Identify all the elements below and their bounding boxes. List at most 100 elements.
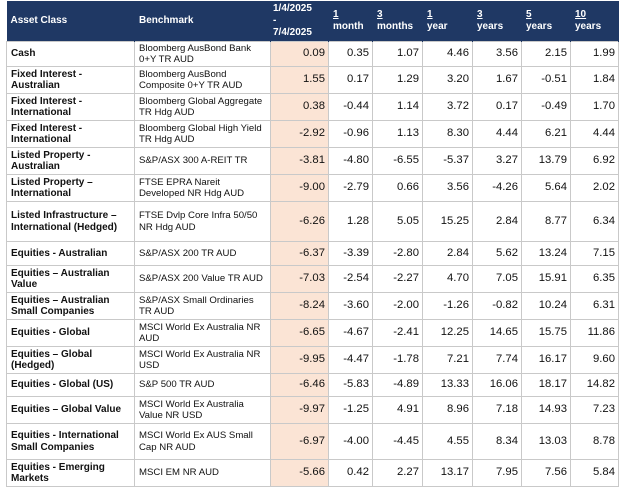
y10-return-cell: 5.84 xyxy=(570,459,619,487)
asset-class-cell: Fixed Interest - International xyxy=(6,93,135,121)
asset-class-cell: Equities - Global (US) xyxy=(6,373,135,397)
period-return-cell: 0.38 xyxy=(270,93,329,121)
benchmark-cell: MSCI EM NR AUD xyxy=(134,459,271,487)
asset-class-cell: Equities - Australian xyxy=(6,241,135,266)
y10-return-cell: 1.84 xyxy=(570,66,619,94)
period-return-cell: -9.00 xyxy=(270,174,329,202)
y5-return-cell: 6.21 xyxy=(521,120,571,148)
header-period-end: 7/4/2025 xyxy=(273,27,312,38)
y3-return-cell: 3.27 xyxy=(472,147,522,175)
table-row: Equities - Global (US) S&P 500 TR AUD -6.4… xyxy=(6,373,619,397)
y10-return-cell: 7.15 xyxy=(570,241,619,266)
header-asset-class: Asset Class xyxy=(6,1,135,42)
y3-return-cell: 8.34 xyxy=(472,423,522,460)
y1-return-cell: 15.25 xyxy=(422,201,473,242)
y5-return-cell: -0.51 xyxy=(521,66,571,94)
y10-return-cell: 11.86 xyxy=(570,319,619,347)
y5-return-cell: 10.24 xyxy=(521,292,571,320)
asset-class-cell: Equities - International Small Companies xyxy=(6,423,135,460)
benchmark-cell: MSCI World Ex AUS Small Cap NR AUD xyxy=(134,423,271,460)
y1-return-cell: -5.37 xyxy=(422,147,473,175)
benchmark-cell: FTSE Dvlp Core Infra 50/50 NR Hdg AUD xyxy=(134,201,271,242)
period-return-cell: -3.81 xyxy=(270,147,329,175)
y1-return-cell: 3.72 xyxy=(422,93,473,121)
header-1-year: 1 year xyxy=(422,1,473,42)
y1-return-cell: 13.33 xyxy=(422,373,473,397)
y5-return-cell: 15.75 xyxy=(521,319,571,347)
period-return-cell: -9.97 xyxy=(270,396,329,424)
m3-return-cell: 5.05 xyxy=(372,201,423,242)
y3-return-cell: 5.62 xyxy=(472,241,522,266)
m1-return-cell: -3.39 xyxy=(328,241,373,266)
y1-return-cell: 4.46 xyxy=(422,41,473,67)
y3-return-cell: 3.56 xyxy=(472,41,522,67)
y10-return-cell: 6.34 xyxy=(570,201,619,242)
returns-table: Asset Class Benchmark 1/4/2025 - 7/4/202… xyxy=(6,1,619,487)
asset-class-cell: Equities - Emerging Markets xyxy=(6,459,135,487)
y1-return-cell: 3.56 xyxy=(422,174,473,202)
header-benchmark: Benchmark xyxy=(134,1,271,42)
y1-return-cell: 2.84 xyxy=(422,241,473,266)
asset-class-cell: Equities – Australian Small Companies xyxy=(6,292,135,320)
y3-return-cell: -4.26 xyxy=(472,174,522,202)
y10-return-cell: 8.78 xyxy=(570,423,619,460)
m3-return-cell: -4.45 xyxy=(372,423,423,460)
asset-class-cell: Listed Infrastructure – International (H… xyxy=(6,201,135,242)
period-return-cell: -5.66 xyxy=(270,459,329,487)
period-return-cell: -6.37 xyxy=(270,241,329,266)
m3-return-cell: -2.41 xyxy=(372,319,423,347)
benchmark-cell: S&P/ASX 200 TR AUD xyxy=(134,241,271,266)
header-row: Asset Class Benchmark 1/4/2025 - 7/4/202… xyxy=(6,1,619,42)
asset-class-cell: Equities – Global Value xyxy=(6,396,135,424)
asset-class-cell: Equities – Global (Hedged) xyxy=(6,346,135,374)
table-row: Fixed Interest - Australian Bloomberg Aus… xyxy=(6,66,619,94)
asset-class-cell: Fixed Interest - International xyxy=(6,120,135,148)
header-period-dash: - xyxy=(273,15,277,26)
table-row: Equities - International Small Companies… xyxy=(6,423,619,460)
y10-return-cell: 7.23 xyxy=(570,396,619,424)
y10-return-cell: 14.82 xyxy=(570,373,619,397)
benchmark-cell: S&P 500 TR AUD xyxy=(134,373,271,397)
y5-return-cell: -0.49 xyxy=(521,93,571,121)
asset-class-cell: Listed Property – International xyxy=(6,174,135,202)
y3-return-cell: 1.67 xyxy=(472,66,522,94)
asset-class-cell: Equities – Australian Value xyxy=(6,265,135,293)
y3-return-cell: 7.18 xyxy=(472,396,522,424)
y3-return-cell: -0.82 xyxy=(472,292,522,320)
y5-return-cell: 15.91 xyxy=(521,265,571,293)
y3-return-cell: 7.95 xyxy=(472,459,522,487)
asset-class-cell: Listed Property - Australian xyxy=(6,147,135,175)
header-period: 1/4/2025 - 7/4/2025 xyxy=(270,1,329,42)
m3-return-cell: -4.89 xyxy=(372,373,423,397)
benchmark-cell: MSCI World Ex Australia NR USD xyxy=(134,346,271,374)
header-3-months: 3 months xyxy=(372,1,423,42)
benchmark-cell: Bloomberg Global High Yield TR Hdg AUD xyxy=(134,120,271,148)
y3-return-cell: 14.65 xyxy=(472,319,522,347)
y1-return-cell: 12.25 xyxy=(422,319,473,347)
benchmark-cell: MSCI World Ex Australia NR AUD xyxy=(134,319,271,347)
table-row: Listed Property - Australian S&P/ASX 300 … xyxy=(6,147,619,175)
m1-return-cell: -2.79 xyxy=(328,174,373,202)
m1-return-cell: -5.83 xyxy=(328,373,373,397)
y10-return-cell: 6.31 xyxy=(570,292,619,320)
m1-return-cell: -4.67 xyxy=(328,319,373,347)
y1-return-cell: -1.26 xyxy=(422,292,473,320)
table-row: Cash Bloomberg AusBond Bank 0+Y TR AUD 0.0… xyxy=(6,41,619,67)
y1-return-cell: 4.55 xyxy=(422,423,473,460)
table-row: Equities – Australian Small Companies S&P… xyxy=(6,292,619,320)
period-return-cell: -6.97 xyxy=(270,423,329,460)
y3-return-cell: 0.17 xyxy=(472,93,522,121)
header-10-years: 10 years xyxy=(570,1,619,42)
y10-return-cell: 6.92 xyxy=(570,147,619,175)
m3-return-cell: 1.29 xyxy=(372,66,423,94)
period-return-cell: 0.09 xyxy=(270,41,329,67)
y5-return-cell: 2.15 xyxy=(521,41,571,67)
y3-return-cell: 16.06 xyxy=(472,373,522,397)
m3-return-cell: 4.91 xyxy=(372,396,423,424)
y1-return-cell: 8.30 xyxy=(422,120,473,148)
period-return-cell: -2.92 xyxy=(270,120,329,148)
y10-return-cell: 9.60 xyxy=(570,346,619,374)
header-5-years: 5 years xyxy=(521,1,571,42)
y10-return-cell: 2.02 xyxy=(570,174,619,202)
m3-return-cell: 1.13 xyxy=(372,120,423,148)
